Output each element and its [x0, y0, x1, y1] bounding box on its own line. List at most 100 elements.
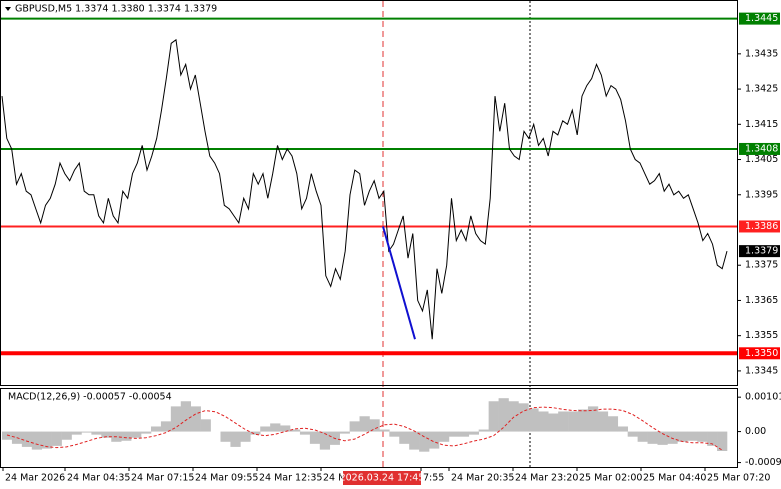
menu-arrow[interactable]: [5, 7, 11, 11]
macd-bar: [647, 431, 658, 444]
y-tick-label: 0.00101: [745, 392, 781, 403]
macd-bar: [389, 431, 400, 437]
macd-bar: [677, 431, 688, 442]
y-tick-label: 1.3365: [745, 295, 778, 306]
x-tick-label: 7:55: [423, 473, 444, 484]
macd-bar: [518, 403, 529, 432]
macd-bar: [290, 429, 301, 432]
chart-title: GBPUSD,M5 1.3374 1.3380 1.3374 1.3379: [15, 4, 217, 15]
signal-line: [6, 406, 723, 451]
level-label: 1.3408: [745, 143, 778, 154]
level-label: 1.3445: [745, 13, 778, 24]
macd-bar: [150, 426, 162, 432]
macd-bar: [717, 431, 728, 451]
macd-bar: [429, 431, 440, 449]
macd-bar: [101, 431, 112, 438]
macd-bar: [617, 426, 628, 432]
main-panel-frame: [0, 0, 738, 386]
macd-bar: [200, 419, 211, 432]
x-tick-label: 24 Mar 04:35: [67, 473, 130, 484]
macd-bar: [458, 431, 470, 437]
macd-bar: [578, 409, 589, 432]
macd-bar: [399, 431, 410, 444]
macd-bar: [91, 431, 102, 435]
macd-bar: [468, 431, 480, 435]
x-tick-label: 24 Mar 09:55: [195, 473, 258, 484]
macd-bar: [260, 426, 271, 432]
macd-bar: [2, 431, 13, 440]
y-tick-label: 1.3395: [745, 189, 778, 200]
macd-bar: [141, 431, 152, 434]
macd-bar: [160, 421, 172, 432]
y-tick-label: 1.3415: [745, 119, 778, 130]
macd-bar: [180, 401, 191, 432]
trendline: [382, 226, 416, 340]
macd-bar: [309, 431, 321, 444]
x-tick-label: 25 Mar 07:20: [707, 473, 770, 484]
macd-bar: [627, 431, 638, 437]
crosshair-label-box: [343, 471, 421, 485]
macd-bar: [270, 423, 281, 432]
macd-bar: [339, 431, 350, 434]
x-tick-label: 24 Mar 12:35: [259, 473, 322, 484]
x-tick-label: 24 Mar 2026: [5, 473, 65, 484]
y-tick-label: 0.00: [745, 426, 766, 437]
macd-bar: [568, 411, 579, 432]
y-tick-label: 1.3425: [745, 84, 778, 95]
macd-bar: [359, 416, 370, 432]
macd-bar: [190, 406, 201, 432]
macd-bar: [558, 411, 569, 432]
level-label-box: [739, 220, 780, 233]
y-tick-label: -0.00091: [745, 457, 781, 468]
macd-bar: [657, 431, 668, 445]
macd-panel-frame: [0, 388, 738, 468]
macd-bar: [697, 431, 708, 442]
macd-title: MACD(12,26,9) -0.00057 -0.00054: [8, 392, 172, 403]
macd-bar: [448, 431, 460, 437]
macd-bar: [81, 431, 92, 433]
macd-bar: [61, 431, 72, 440]
macd-bar: [637, 431, 648, 442]
level-label-box: [739, 347, 780, 360]
macd-bar: [438, 431, 450, 442]
macd-bar: [220, 431, 231, 442]
macd-bar: [478, 429, 489, 432]
macd-bar: [548, 413, 559, 432]
x-tick-label: 24 Mar 20:35: [451, 473, 514, 484]
macd-bar: [687, 431, 698, 441]
x-tick-label: 25 Mar 04:40: [643, 473, 706, 484]
macd-bar: [131, 431, 142, 438]
macd-bar: [299, 431, 311, 435]
macd-bar: [230, 431, 241, 447]
macd-bar: [528, 408, 539, 432]
price-line: [1, 38, 728, 340]
macd-bar: [240, 431, 251, 442]
macd-bar: [349, 421, 360, 432]
macd-bar: [538, 411, 549, 432]
macd-bar: [508, 401, 519, 432]
x-tick-label: 24 Mar 07:15: [131, 473, 194, 484]
macd-bar: [21, 431, 33, 447]
macd-bar: [607, 416, 619, 432]
y-tick-label: 1.3435: [745, 48, 778, 59]
y-tick-label: 1.3345: [745, 365, 778, 376]
x-tick-label: 25 Mar 02:00: [579, 473, 642, 484]
macd-bar: [250, 431, 261, 435]
x-tick-label: 24 Mar 23:20: [515, 473, 578, 484]
macd-bar: [587, 406, 599, 432]
crosshair-label: 2026.03.24 17:45: [340, 473, 425, 484]
macd-bar: [707, 431, 718, 446]
macd-bar: [41, 431, 52, 449]
level-label-box: [739, 12, 780, 25]
macd-bar: [51, 431, 62, 446]
macd-bar: [369, 419, 380, 432]
level-label: 1.3386: [745, 221, 778, 232]
macd-bar: [319, 431, 331, 450]
macd-bar: [121, 431, 132, 441]
macd-bar: [419, 431, 430, 452]
level-label-box: [739, 142, 780, 155]
macd-bar: [280, 425, 291, 432]
macd-bar: [379, 429, 390, 432]
